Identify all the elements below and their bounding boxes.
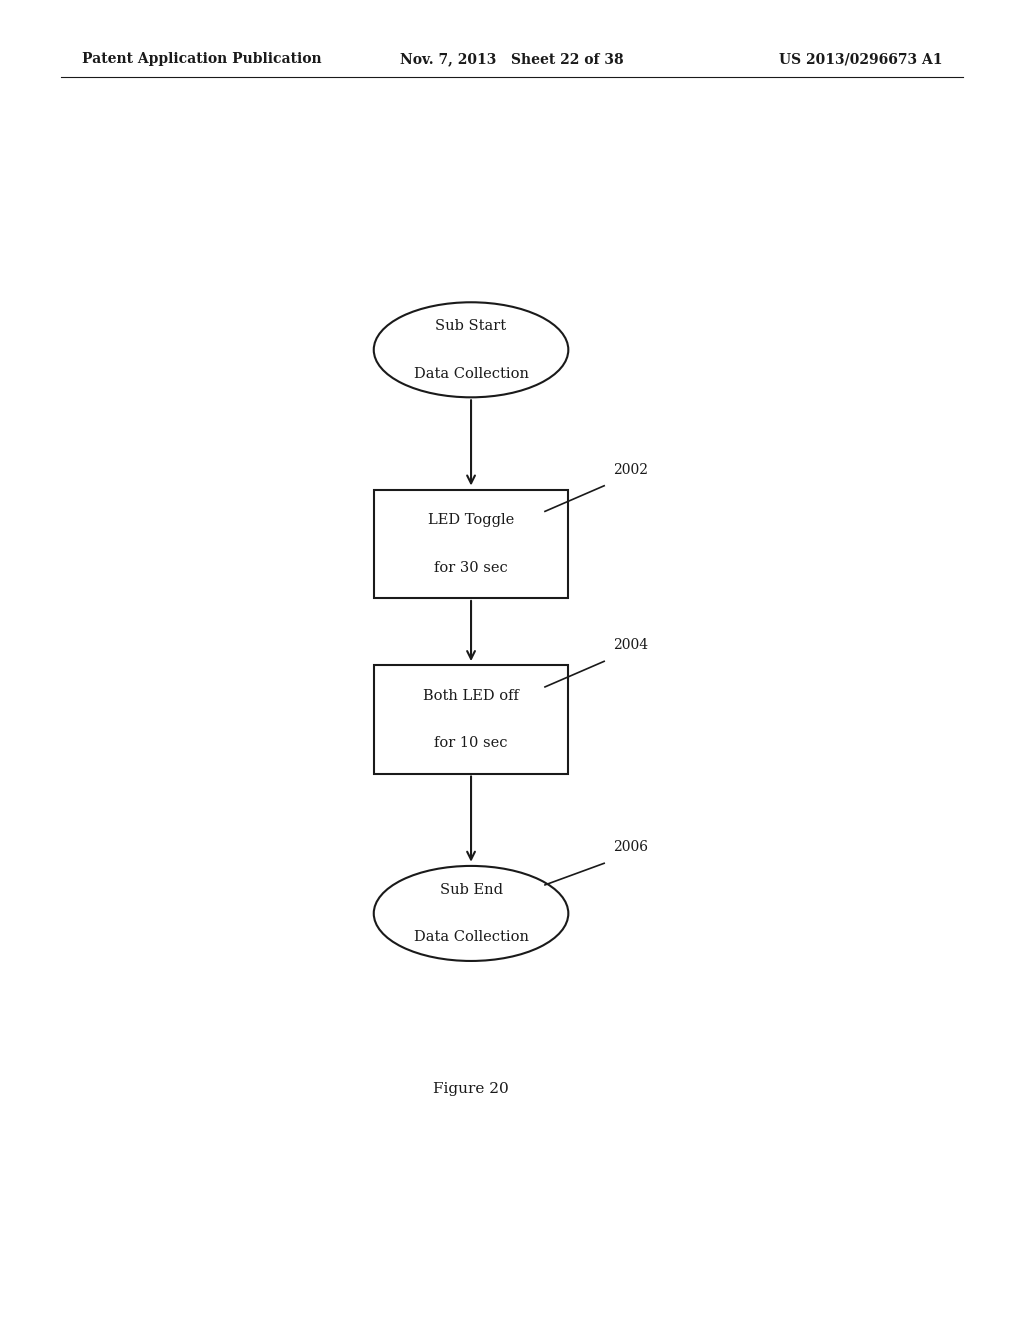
Text: Both LED off

for 10 sec: Both LED off for 10 sec [423, 689, 519, 750]
Text: Nov. 7, 2013   Sheet 22 of 38: Nov. 7, 2013 Sheet 22 of 38 [400, 53, 624, 66]
Bar [374, 665, 568, 774]
Text: Sub Start

Data Collection: Sub Start Data Collection [414, 319, 528, 380]
Bar [374, 490, 568, 598]
Text: Figure 20: Figure 20 [433, 1082, 509, 1096]
Text: Sub End

Data Collection: Sub End Data Collection [414, 883, 528, 944]
Text: 2002: 2002 [613, 462, 648, 477]
Text: 2006: 2006 [613, 840, 648, 854]
Text: Patent Application Publication: Patent Application Publication [82, 53, 322, 66]
Text: LED Toggle

for 30 sec: LED Toggle for 30 sec [428, 513, 514, 574]
Text: 2004: 2004 [613, 638, 648, 652]
Text: US 2013/0296673 A1: US 2013/0296673 A1 [778, 53, 942, 66]
